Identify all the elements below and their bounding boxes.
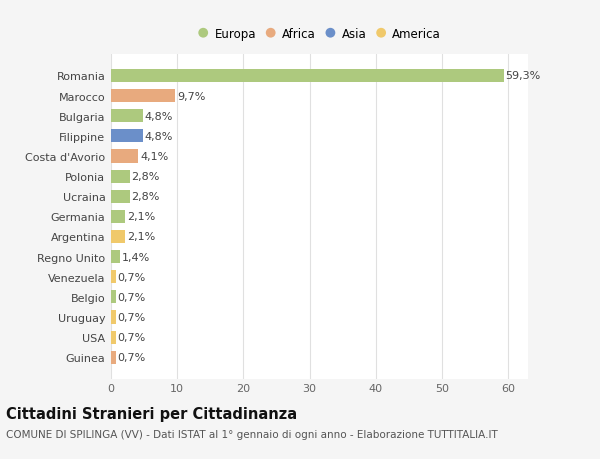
Bar [111, 70, 503, 83]
Bar [111, 190, 130, 203]
Bar [111, 251, 120, 263]
Bar [111, 150, 138, 163]
Text: 1,4%: 1,4% [122, 252, 151, 262]
Text: 2,1%: 2,1% [127, 232, 155, 242]
Bar [111, 351, 116, 364]
Bar [111, 170, 130, 183]
Bar [111, 130, 143, 143]
Text: 4,1%: 4,1% [140, 151, 169, 162]
Text: 2,8%: 2,8% [131, 172, 160, 182]
Text: 0,7%: 0,7% [118, 332, 146, 342]
Bar [111, 210, 125, 224]
Text: 0,7%: 0,7% [118, 292, 146, 302]
Bar [111, 90, 175, 103]
Bar [111, 230, 125, 243]
Text: 2,1%: 2,1% [127, 212, 155, 222]
Text: 4,8%: 4,8% [145, 132, 173, 141]
Text: 9,7%: 9,7% [177, 91, 206, 101]
Text: 0,7%: 0,7% [118, 353, 146, 363]
Text: 0,7%: 0,7% [118, 312, 146, 322]
Legend: Europa, Africa, Asia, America: Europa, Africa, Asia, America [196, 25, 443, 43]
Text: COMUNE DI SPILINGA (VV) - Dati ISTAT al 1° gennaio di ogni anno - Elaborazione T: COMUNE DI SPILINGA (VV) - Dati ISTAT al … [6, 429, 498, 439]
Bar [111, 291, 116, 304]
Text: 4,8%: 4,8% [145, 112, 173, 122]
Bar [111, 110, 143, 123]
Bar [111, 311, 116, 324]
Bar [111, 331, 116, 344]
Text: Cittadini Stranieri per Cittadinanza: Cittadini Stranieri per Cittadinanza [6, 406, 297, 421]
Text: 0,7%: 0,7% [118, 272, 146, 282]
Text: 59,3%: 59,3% [505, 71, 541, 81]
Bar [111, 271, 116, 284]
Text: 2,8%: 2,8% [131, 192, 160, 202]
